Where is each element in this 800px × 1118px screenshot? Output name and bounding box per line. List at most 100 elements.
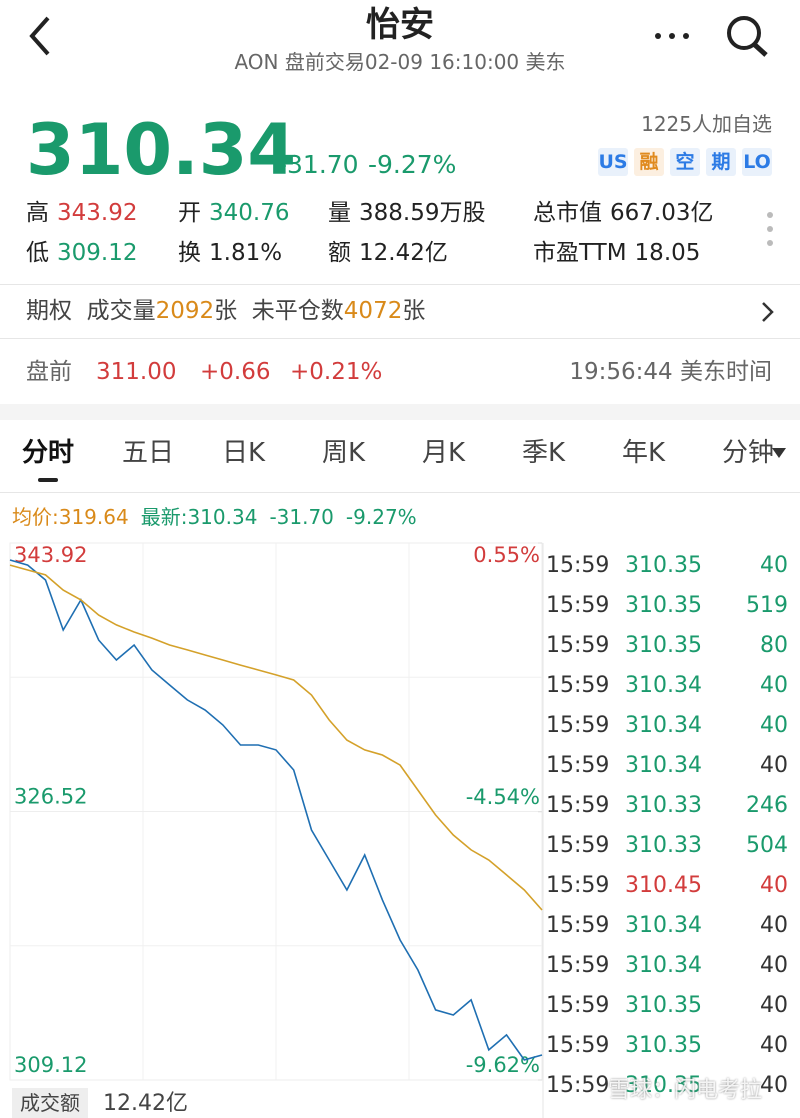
options-row[interactable]: 期权 成交量2092张 未平仓数4072张 [26,300,425,323]
options-volume-label: 成交量 [86,298,156,324]
options-volume-unit: 张 [214,298,238,324]
trade-time: 15:59 [546,953,609,978]
tag: 融 [634,148,664,176]
tab[interactable]: 季K [522,438,566,468]
trade-price: 310.35 [625,593,702,618]
stat: 开 340.76 [178,202,289,225]
stats-more[interactable] [762,210,778,250]
options-label: 期权 [26,298,72,324]
stat: 换 1.81% [178,242,282,265]
y2-tick-label: 0.55% [473,543,540,567]
change: -31.70 [278,150,359,179]
tab[interactable]: 日K [222,438,266,468]
footer-label: 成交额 [12,1088,88,1118]
premarket-price: 311.00 [96,359,177,385]
more-button[interactable] [655,33,689,39]
stat-value: 667.03亿 [610,200,714,226]
stat-label: 额 [328,240,351,266]
search-button[interactable] [727,16,768,57]
trade-price: 310.33 [625,793,702,818]
watermark: 雪球：闪电考拉 [608,1078,763,1103]
chevron [762,302,774,322]
trade-price: 310.35 [625,1033,702,1058]
trade-time: 15:59 [546,1073,609,1098]
price: 310.34 [26,109,297,191]
tab[interactable]: 年K [622,438,666,468]
trade-price: 310.34 [625,953,702,978]
stat-label: 低 [26,240,49,266]
divider [0,338,800,339]
premarket-change-pct: +0.21% [290,359,383,385]
trade-price: 310.35 [625,1073,702,1098]
trade-volume: 40 [760,713,788,738]
trade-time: 15:59 [546,873,609,898]
trade-time: 15:59 [546,793,609,818]
stat: 额 12.42亿 [328,242,448,265]
options-oi-label: 未平仓数 [251,298,344,324]
tags: US 融空期 LO [592,148,772,176]
stat-value: 388.59万股 [359,200,486,226]
price-line [9,559,543,1061]
trade-time: 15:59 [546,673,609,698]
stat-value: 340.76 [209,200,290,226]
trade-volume: 40 [760,993,788,1018]
premarket-time: 19:56:44 美东时间 [569,359,772,385]
trade-volume: 40 [760,753,788,778]
back-button[interactable] [29,16,50,56]
trade-time: 15:59 [546,713,609,738]
y2-tick-label: -4.54% [466,785,540,809]
trade-price: 310.45 [625,873,702,898]
stat-value: 343.92 [57,200,138,226]
tag: 空 [670,148,700,176]
footer-value: 12.42亿 [103,1091,188,1116]
stat-label: 开 [178,200,201,226]
y-tick-label: 309.12 [14,1053,87,1077]
dropdown-caret [772,448,786,458]
y-tick-label: 343.92 [14,543,87,567]
stat-label: 换 [178,240,201,266]
trade-price: 310.35 [625,553,702,578]
stat-value: 12.42亿 [359,240,448,266]
trade-time: 15:59 [546,993,609,1018]
watchers: 1225人加自选 [641,112,772,136]
tab[interactable]: 分时 [22,438,75,468]
trade-volume: 40 [760,913,788,938]
stat: 量 388.59万股 [328,202,485,225]
tab[interactable]: 分钟 [722,438,775,468]
tab[interactable]: 周K [322,438,366,468]
tag: LO [742,148,772,176]
trade-volume: 40 [760,1033,788,1058]
options-oi-unit: 张 [402,298,426,324]
tag: US [598,148,628,176]
legend-item: -31.70 [269,505,334,529]
trade-volume: 246 [746,793,788,818]
trade-time: 15:59 [546,1033,609,1058]
top-icons [29,16,768,57]
legend-item: 均价:319.64 [12,505,129,529]
band [0,404,800,420]
stat-label: 总市值 [533,200,602,226]
trade-time: 15:59 [546,913,609,938]
trade-time: 15:59 [546,753,609,778]
trade-volume: 40 [760,953,788,978]
legend-item: -9.27% [345,505,417,529]
average-line [9,564,543,911]
options-oi: 4072 [343,298,403,324]
stat: 市盈TTM 18.05 [533,242,700,265]
premarket-change: +0.66 [200,359,271,385]
tab[interactable]: 五日 [122,438,175,468]
stat: 低 309.12 [26,242,137,265]
trade-volume: 40 [760,1073,788,1098]
stat-value: 309.12 [57,240,138,266]
trade-volume: 519 [746,593,788,618]
chart: 343.92326.52309.120.55%-4.54%-9.62%15:59… [9,542,788,1118]
options-volume: 2092 [155,298,215,324]
tab[interactable]: 月K [422,438,466,468]
legend-item: 最新:310.34 [140,505,258,529]
trade-time: 15:59 [546,833,609,858]
trade-time: 15:59 [546,553,609,578]
trade-volume: 80 [760,633,788,658]
trade-price: 310.35 [625,633,702,658]
stat: 总市值 667.03亿 [533,202,713,225]
